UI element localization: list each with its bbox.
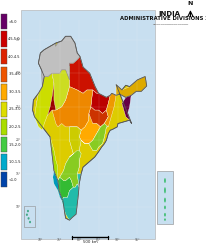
Circle shape xyxy=(27,210,29,212)
Polygon shape xyxy=(55,36,80,63)
Ellipse shape xyxy=(163,198,165,203)
Bar xyxy=(1,31,7,47)
Text: 3.5-4.0: 3.5-4.0 xyxy=(8,72,21,76)
Circle shape xyxy=(26,214,28,216)
Bar xyxy=(1,84,7,100)
Polygon shape xyxy=(53,171,63,201)
Text: 30°: 30° xyxy=(15,71,21,75)
Text: <1.0: <1.0 xyxy=(8,178,17,182)
Ellipse shape xyxy=(163,178,165,183)
Ellipse shape xyxy=(163,218,165,221)
Polygon shape xyxy=(53,177,73,201)
Polygon shape xyxy=(104,93,116,127)
Text: 4.0-4.5: 4.0-4.5 xyxy=(8,55,21,59)
Text: 90°: 90° xyxy=(115,238,120,242)
Bar xyxy=(1,14,7,29)
Bar xyxy=(1,154,7,170)
Text: N: N xyxy=(187,1,192,6)
Polygon shape xyxy=(34,73,54,130)
Text: 80°: 80° xyxy=(76,238,81,242)
Polygon shape xyxy=(116,77,146,97)
Bar xyxy=(1,102,7,117)
Polygon shape xyxy=(79,113,100,144)
Text: 3.0-3.5: 3.0-3.5 xyxy=(8,90,21,94)
Text: 95°: 95° xyxy=(134,238,139,242)
Text: 85°: 85° xyxy=(95,238,101,242)
Text: 35°: 35° xyxy=(15,38,21,42)
Polygon shape xyxy=(52,87,92,130)
Text: 20°: 20° xyxy=(15,138,21,142)
Polygon shape xyxy=(61,174,81,220)
Polygon shape xyxy=(38,36,80,87)
Bar xyxy=(157,171,172,224)
Ellipse shape xyxy=(163,187,165,193)
Bar xyxy=(24,206,35,227)
Polygon shape xyxy=(88,117,108,150)
Text: 1.0-1.5: 1.0-1.5 xyxy=(8,160,21,164)
Polygon shape xyxy=(60,123,108,187)
Polygon shape xyxy=(50,137,81,181)
Bar xyxy=(21,10,154,239)
Text: 2.5-3.0: 2.5-3.0 xyxy=(8,107,21,112)
Ellipse shape xyxy=(163,213,165,217)
Bar xyxy=(1,119,7,135)
Text: 25°: 25° xyxy=(15,105,21,109)
Text: 1.5-2.0: 1.5-2.0 xyxy=(8,142,21,147)
Polygon shape xyxy=(90,90,110,113)
Bar xyxy=(1,67,7,82)
Text: 75°: 75° xyxy=(57,238,62,242)
Polygon shape xyxy=(33,36,146,220)
Text: 70°: 70° xyxy=(37,238,43,242)
Polygon shape xyxy=(52,66,69,110)
Text: 500 km: 500 km xyxy=(82,240,97,244)
Text: INDIA: INDIA xyxy=(158,11,180,17)
Polygon shape xyxy=(88,107,108,127)
Bar xyxy=(1,137,7,152)
Ellipse shape xyxy=(163,205,165,209)
Circle shape xyxy=(29,221,31,223)
Polygon shape xyxy=(60,56,98,93)
Text: 2.0-2.5: 2.0-2.5 xyxy=(8,125,21,129)
Polygon shape xyxy=(60,66,69,87)
Polygon shape xyxy=(121,95,131,123)
Text: >5.0: >5.0 xyxy=(8,20,17,24)
Polygon shape xyxy=(69,127,81,157)
Bar xyxy=(1,172,7,187)
Text: ADMINISTRATIVE DIVISIONS 2011: ADMINISTRATIVE DIVISIONS 2011 xyxy=(119,16,206,21)
Polygon shape xyxy=(36,73,69,117)
Bar xyxy=(1,49,7,64)
Text: ─────────────────: ───────────────── xyxy=(151,23,187,27)
Circle shape xyxy=(27,217,29,220)
Text: 4.5-5.0: 4.5-5.0 xyxy=(8,37,21,41)
Text: 15°: 15° xyxy=(15,172,21,176)
Text: 10°: 10° xyxy=(15,205,21,209)
